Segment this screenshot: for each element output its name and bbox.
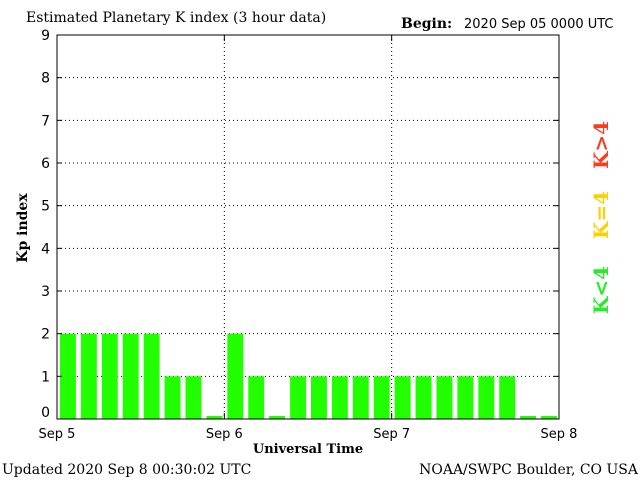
grid-lines <box>57 35 559 419</box>
x-tick-label: Sep 8 <box>541 427 578 442</box>
kp-bar <box>122 333 139 419</box>
y-tick-label: 9 <box>41 28 50 44</box>
kp-bar <box>60 333 76 419</box>
updated-timestamp: Updated 2020 Sep 8 00:30:02 UTC <box>2 462 251 478</box>
legend-k-greater-4: K>4 <box>589 121 613 169</box>
kp-bar <box>478 376 495 419</box>
begin-label: Begin: <box>401 16 452 32</box>
kp-bar <box>457 376 474 419</box>
y-tick-label: 7 <box>41 113 50 129</box>
y-tick-label: 1 <box>41 369 50 385</box>
y-tick-label: 3 <box>41 284 50 300</box>
begin-value: 2020 Sep 05 0000 UTC <box>464 17 614 32</box>
kp-bar <box>331 376 348 419</box>
kp-bar <box>415 376 432 419</box>
kp-bar <box>436 376 453 419</box>
y-axis-label: Kp index <box>15 193 31 263</box>
y-tick-label: 8 <box>41 71 50 87</box>
kp-bar <box>101 333 118 419</box>
kp-bar <box>394 376 411 419</box>
kp-bar <box>227 333 244 419</box>
legend-k-equal-4: K=4 <box>589 191 613 239</box>
kp-bar <box>248 376 265 419</box>
y-tick-label: 4 <box>41 241 50 257</box>
y-tick-label: 6 <box>41 156 50 172</box>
kp-bar <box>499 376 516 419</box>
chart-title: Estimated Planetary K index (3 hour data… <box>26 10 326 26</box>
kp-bar <box>185 376 202 419</box>
y-tick-label: 0 <box>41 405 50 421</box>
x-tick-label: Sep 6 <box>206 427 243 442</box>
kp-bar <box>352 376 369 419</box>
kp-bar <box>269 416 286 419</box>
kp-bar <box>164 376 181 419</box>
kp-bar <box>143 333 160 419</box>
kp-bar <box>311 376 327 419</box>
legend-k-less-4: K<4 <box>589 266 613 314</box>
x-tick-label: Sep 5 <box>39 427 76 442</box>
kp-bar <box>373 376 390 419</box>
kp-bar <box>290 376 306 419</box>
y-tick-label: 2 <box>41 327 50 343</box>
x-tick-label: Sep 7 <box>373 427 410 442</box>
kp-bar <box>80 333 97 419</box>
x-axis-ticks: Sep 5 Sep 6 Sep 7 Sep 8 <box>39 35 578 442</box>
bar-series <box>60 333 557 419</box>
plot-frame <box>56 34 560 420</box>
kp-bar <box>541 416 557 419</box>
kp-bar <box>520 416 537 419</box>
x-axis-label: Universal Time <box>253 442 363 457</box>
kp-bar <box>206 416 223 419</box>
y-axis-ticks: 0 1 2 3 4 5 6 7 8 9 <box>41 28 559 421</box>
y-tick-label: 5 <box>41 199 50 215</box>
source-credit: NOAA/SWPC Boulder, CO USA <box>419 462 639 478</box>
